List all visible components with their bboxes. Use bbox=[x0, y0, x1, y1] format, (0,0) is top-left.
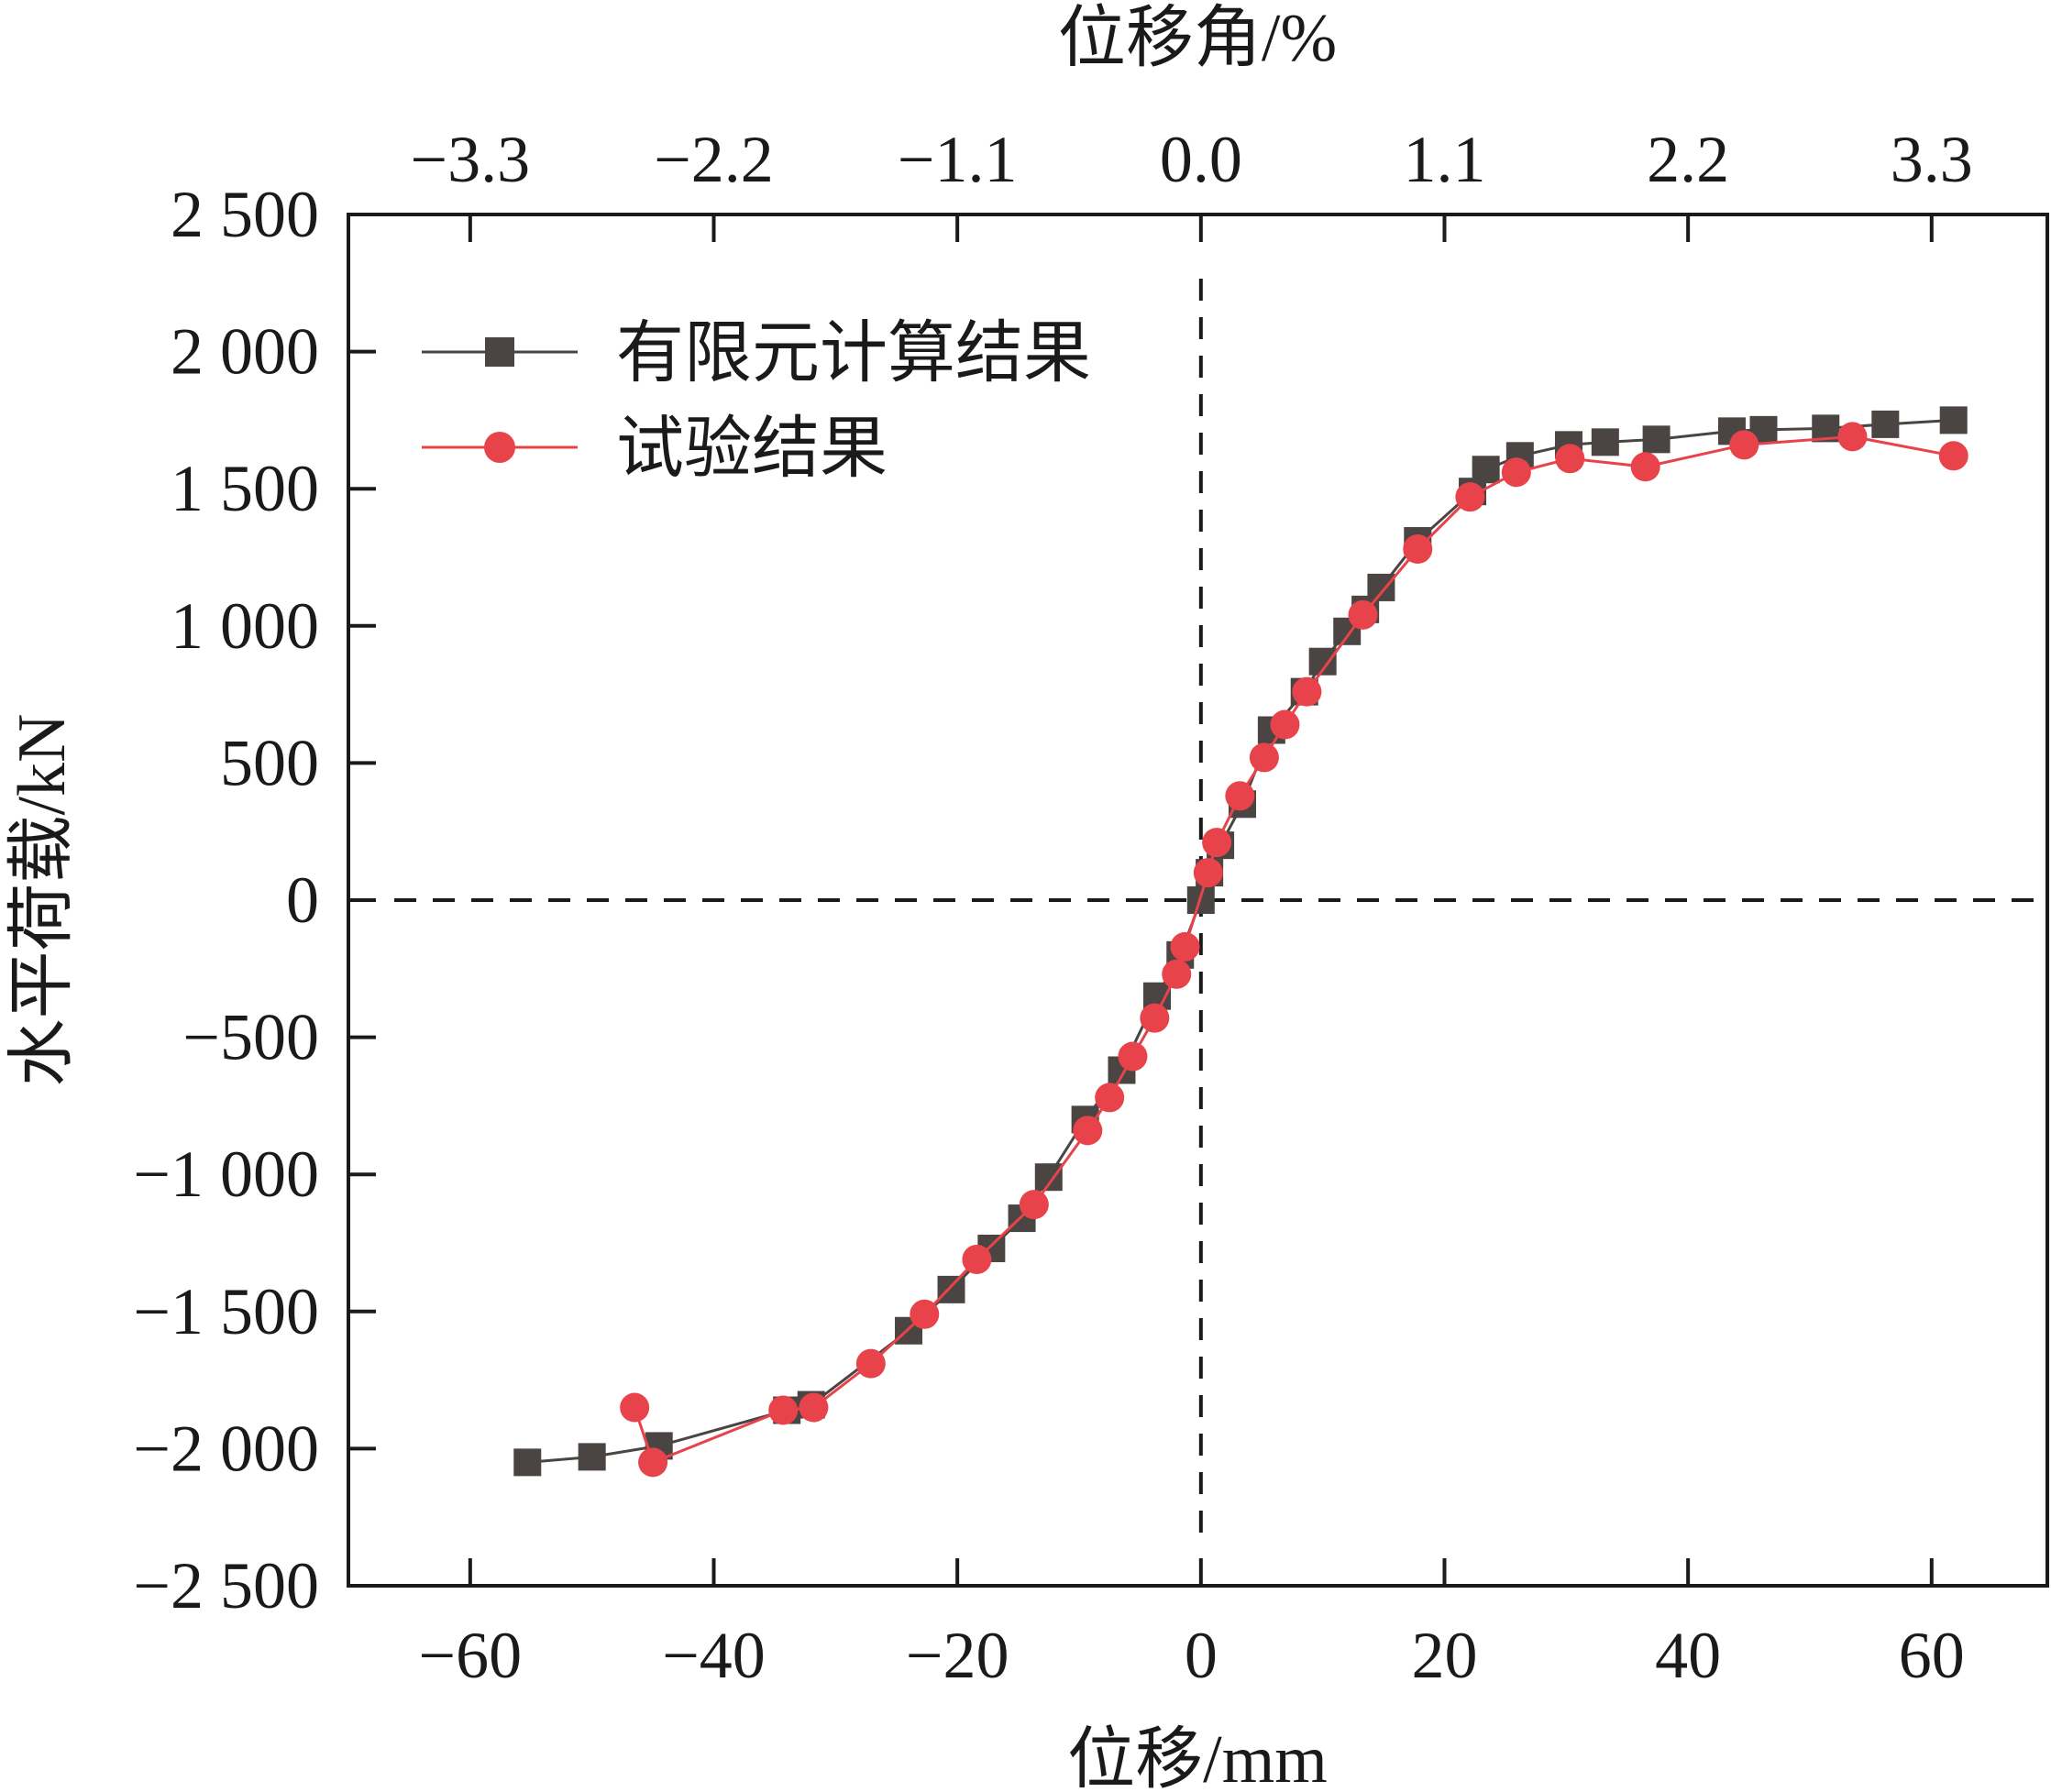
legend-marker-square bbox=[485, 337, 514, 367]
y-tick-label: −2 500 bbox=[133, 1549, 319, 1622]
top-x-tick-label: 2.2 bbox=[1647, 123, 1729, 196]
data-point-square bbox=[1034, 1163, 1063, 1192]
data-point-square bbox=[1472, 456, 1500, 484]
data-point-circle bbox=[1118, 1041, 1148, 1072]
data-point-circle bbox=[1225, 781, 1255, 811]
data-point-circle bbox=[620, 1392, 650, 1423]
data-point-circle bbox=[1095, 1083, 1125, 1113]
top-x-tick-label: 3.3 bbox=[1891, 123, 1973, 196]
data-point-circle bbox=[910, 1299, 940, 1329]
data-point-circle bbox=[1170, 931, 1200, 962]
x-tick-label: −40 bbox=[662, 1619, 766, 1692]
data-point-circle bbox=[1140, 1003, 1170, 1033]
y-axis: 2 500 2 000 1 500 1 000 500 0 −500 −1 000 −1 500… bbox=[133, 178, 376, 1622]
data-point-circle bbox=[1073, 1116, 1103, 1146]
data-point-circle bbox=[1455, 482, 1485, 512]
data-point-square bbox=[578, 1443, 606, 1471]
data-point-circle bbox=[962, 1244, 992, 1274]
y-axis-title: 水平荷载/kN bbox=[5, 714, 80, 1087]
data-point-circle bbox=[1630, 452, 1660, 482]
data-point-circle bbox=[1501, 457, 1531, 488]
x-tick-label: −60 bbox=[419, 1619, 523, 1692]
x-axis-title: 位移/mm bbox=[1067, 1722, 1328, 1792]
legend-marker-circle bbox=[484, 432, 515, 463]
x-tick-label: 60 bbox=[1899, 1619, 1965, 1692]
legend: 有限元计算结果 试验结果 bbox=[422, 316, 1091, 487]
top-x-tick-label: −2.2 bbox=[654, 123, 774, 196]
x-tick-label: 20 bbox=[1411, 1619, 1477, 1692]
top-x-tick-label: −3.3 bbox=[411, 123, 531, 196]
data-point-square bbox=[1591, 428, 1619, 456]
data-point-circle bbox=[638, 1447, 668, 1478]
y-tick-label: 0 bbox=[286, 863, 319, 937]
bottom-x-axis: −60 −40 −20 0 20 40 60 bbox=[419, 1558, 1965, 1692]
data-point-square bbox=[937, 1275, 965, 1303]
data-point-circle bbox=[1249, 742, 1279, 773]
data-point-circle bbox=[855, 1348, 886, 1379]
data-point-square bbox=[1642, 425, 1671, 454]
data-point-circle bbox=[1292, 676, 1322, 707]
legend-label-test: 试验结果 bbox=[616, 412, 888, 487]
data-point-circle bbox=[1019, 1190, 1049, 1220]
data-point-circle bbox=[1555, 444, 1585, 474]
data-point-circle bbox=[1202, 828, 1232, 858]
y-tick-label: −1 500 bbox=[133, 1275, 319, 1348]
top-x-axis: −3.3 −2.2 −1.1 0.0 1.1 2.2 3.3 bbox=[411, 123, 1973, 242]
data-point-square bbox=[1939, 406, 1968, 434]
x-tick-label: −20 bbox=[906, 1619, 1009, 1692]
data-point-circle bbox=[1162, 959, 1192, 989]
y-tick-label: −2 000 bbox=[133, 1412, 319, 1485]
data-point-circle bbox=[1938, 441, 1968, 471]
data-point-circle bbox=[1729, 430, 1759, 460]
y-tick-label: 500 bbox=[220, 726, 319, 799]
top-x-tick-label: 0.0 bbox=[1160, 123, 1242, 196]
legend-label-fem: 有限元计算结果 bbox=[616, 316, 1091, 391]
data-point-square bbox=[1367, 573, 1395, 601]
data-point-circle bbox=[1837, 422, 1868, 452]
data-point-circle bbox=[799, 1392, 829, 1423]
y-tick-label: 1 000 bbox=[171, 589, 319, 663]
series-layer bbox=[513, 406, 1968, 1478]
y-tick-label: 2 500 bbox=[171, 178, 319, 251]
y-tick-label: 2 000 bbox=[171, 315, 319, 389]
data-point-circle bbox=[1403, 534, 1433, 565]
top-x-axis-title: 位移角/% bbox=[1058, 1, 1337, 76]
data-point-circle bbox=[1193, 858, 1223, 888]
y-tick-label: 1 500 bbox=[171, 452, 319, 525]
data-point-circle bbox=[1270, 709, 1300, 740]
x-tick-label: 0 bbox=[1185, 1619, 1218, 1692]
legend-item-test: 试验结果 bbox=[422, 412, 888, 487]
y-tick-label: −1 000 bbox=[133, 1138, 319, 1211]
y-tick-label: −500 bbox=[182, 1001, 319, 1074]
data-point-square bbox=[1871, 410, 1900, 438]
data-point-circle bbox=[768, 1395, 799, 1425]
top-x-tick-label: −1.1 bbox=[898, 123, 1018, 196]
top-x-tick-label: 1.1 bbox=[1403, 123, 1485, 196]
data-point-circle bbox=[1348, 599, 1378, 630]
data-point-square bbox=[513, 1448, 542, 1477]
legend-item-fem: 有限元计算结果 bbox=[422, 316, 1091, 391]
series-test bbox=[620, 422, 1968, 1478]
x-tick-label: 40 bbox=[1655, 1619, 1721, 1692]
